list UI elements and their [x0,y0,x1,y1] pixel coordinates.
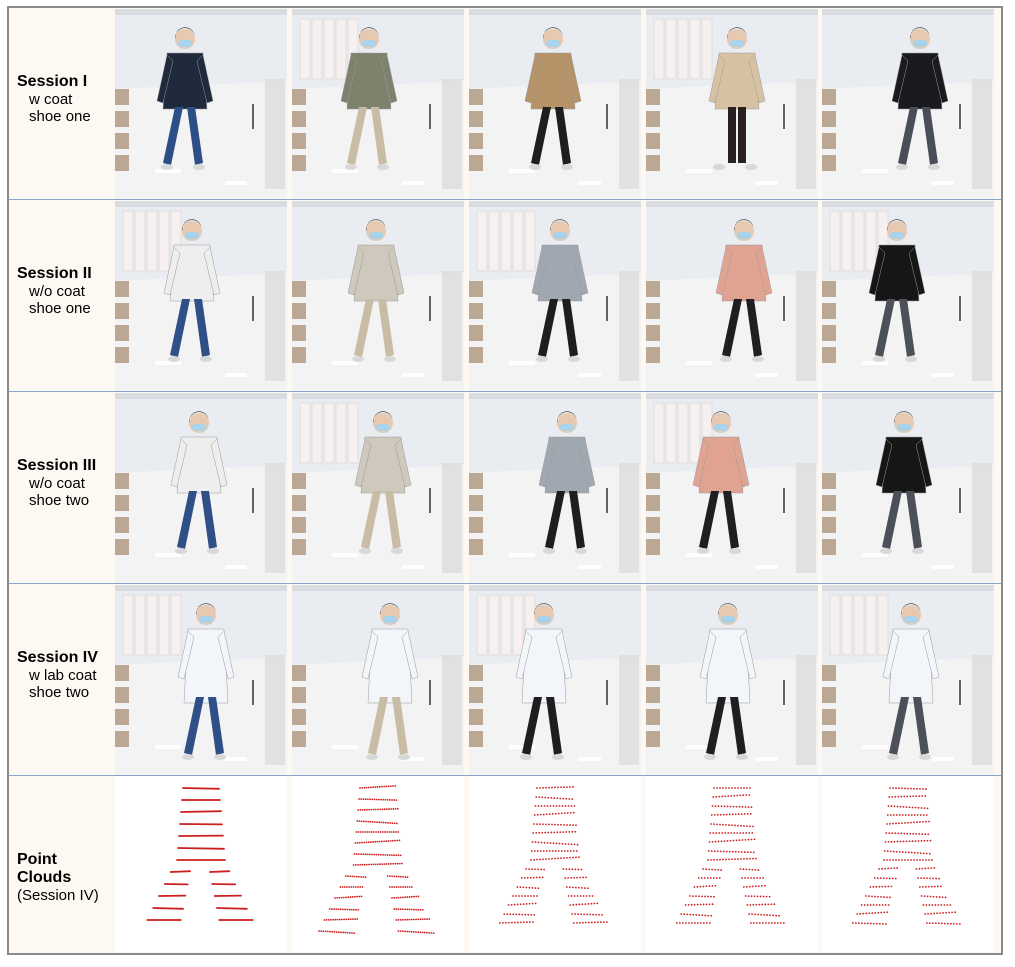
row-subtitle: (Session IV) [17,886,99,904]
walking-person-graphic [292,201,464,391]
subject-photo [469,585,641,775]
session-row: Session III w/o coat shoe two [9,392,1001,584]
point-cloud-graphic [292,776,464,952]
walking-person-graphic [822,9,994,199]
subject-photo [292,393,464,583]
subject-photo [115,393,287,583]
row-title: Session III [17,457,97,474]
subject-photo [469,393,641,583]
walking-person-graphic [115,201,287,391]
walking-person-graphic [292,585,464,775]
subject-photo [292,201,464,391]
walking-person-graphic [469,585,641,775]
row-subtitle: w lab coat [29,667,97,684]
row-divider [9,775,1001,776]
walking-person-graphic [469,9,641,199]
row-divider [9,583,1001,584]
subject-photo [822,201,994,391]
point-cloud-image [115,776,287,952]
row-label: Point Clouds (Session IV) [9,851,115,904]
row-divider [9,199,1001,200]
session-row: Session II w/o coat shoe one [9,200,1001,392]
row-label: Session III w/o coat shoe two [9,457,115,509]
point-cloud-image [646,776,818,952]
row-subtitle: shoe one [29,300,91,317]
subject-photo [646,9,818,199]
row-label: Session IV w lab coat shoe two [9,649,115,701]
row-subtitle: w/o coat [29,475,85,492]
session-row: Point Clouds (Session IV) [9,776,1001,953]
row-subtitle: shoe two [29,684,90,701]
subject-photo [822,585,994,775]
point-cloud-image [292,776,464,952]
walking-person-graphic [822,393,994,583]
walking-person-graphic [646,393,818,583]
walking-person-graphic [469,201,641,391]
subject-photo [115,201,287,391]
row-title: Point Clouds [17,850,72,886]
walking-person-graphic [115,585,287,775]
row-title: Session II [17,265,92,282]
subject-photo [292,585,464,775]
row-label: Session II w/o coat shoe one [9,265,115,317]
row-title: Session I [17,73,88,90]
subject-photo [822,393,994,583]
row-title: Session IV [17,649,98,666]
walking-person-graphic [469,393,641,583]
row-subtitle: shoe one [29,108,91,125]
subject-photo [469,9,641,199]
walking-person-graphic [646,9,818,199]
point-cloud-graphic [115,776,287,952]
point-cloud-image [822,776,994,952]
subject-photo [646,585,818,775]
point-cloud-graphic [469,776,641,952]
row-divider [9,391,1001,392]
walking-person-graphic [646,585,818,775]
point-cloud-image [469,776,641,952]
session-row: Session IV w lab coat shoe two [9,584,1001,776]
walking-person-graphic [822,585,994,775]
row-subtitle: w coat [29,91,73,108]
walking-person-graphic [292,393,464,583]
subject-photo [646,393,818,583]
walking-person-graphic [822,201,994,391]
walking-person-graphic [646,201,818,391]
subject-photo [822,9,994,199]
subject-photo [292,9,464,199]
walking-person-graphic [292,9,464,199]
row-subtitle: w/o coat [29,283,85,300]
walking-person-graphic [115,9,287,199]
point-cloud-graphic [646,776,818,952]
point-cloud-graphic [822,776,994,952]
subject-photo [115,585,287,775]
subject-photo [469,201,641,391]
row-subtitle: shoe two [29,492,90,509]
walking-person-graphic [115,393,287,583]
subject-photo [646,201,818,391]
subject-photo [115,9,287,199]
